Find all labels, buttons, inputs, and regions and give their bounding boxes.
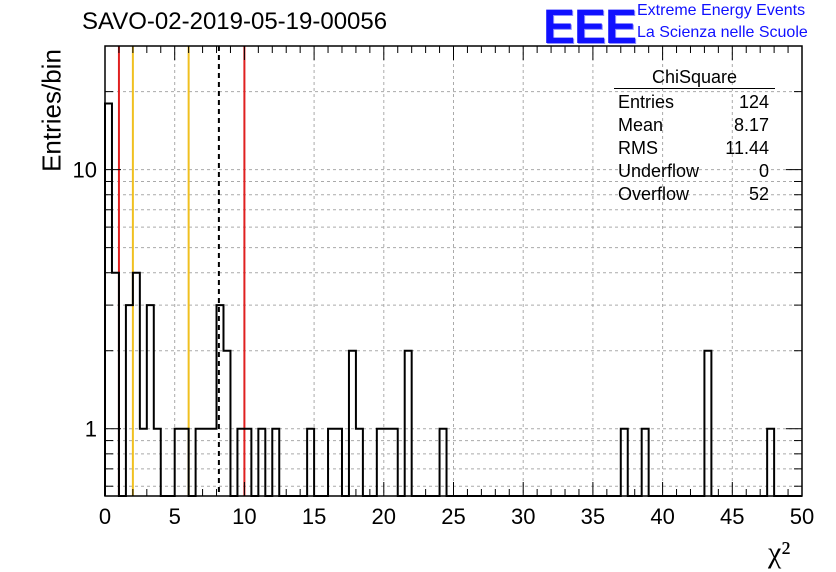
stats-row: Mean 8.17 xyxy=(612,114,777,137)
histogram-bin xyxy=(356,429,363,496)
y-tick-label: 10 xyxy=(73,158,97,183)
eee-logo-line2: La Scienza nelle Scuole xyxy=(637,24,808,41)
histogram-bin xyxy=(767,429,774,496)
histogram-bin xyxy=(391,429,398,496)
histogram-bin xyxy=(384,429,391,496)
x-tick-label: 10 xyxy=(232,504,256,529)
stats-value: 52 xyxy=(748,184,769,204)
histogram-bin xyxy=(105,103,112,496)
histogram-bin xyxy=(244,429,251,496)
axis-ticks xyxy=(104,45,803,496)
histogram-bin xyxy=(377,429,384,496)
stats-row: Underflow 0 xyxy=(612,160,777,183)
x-tick-label: 0 xyxy=(99,504,111,529)
histogram-bin xyxy=(196,429,203,496)
histogram-bin xyxy=(133,273,140,496)
histogram-bin xyxy=(258,429,265,496)
histogram-bin xyxy=(704,351,711,496)
x-tick-label: 35 xyxy=(581,504,605,529)
x-tick-label: 15 xyxy=(302,504,326,529)
eee-logo: EEE xyxy=(543,1,637,54)
eee-logo-line1: Extreme Energy Events xyxy=(637,2,806,19)
x-tick-label: 40 xyxy=(650,504,674,529)
histogram-bin xyxy=(175,429,182,496)
x-tick-label: 5 xyxy=(169,504,181,529)
histogram-bin xyxy=(349,351,356,496)
histogram-bin xyxy=(328,429,335,496)
x-axis-label: χ² xyxy=(768,536,791,569)
histogram-bin xyxy=(272,429,279,496)
stats-row: Entries 124 xyxy=(612,91,777,114)
grid xyxy=(105,45,802,496)
histogram-bin xyxy=(440,429,447,496)
histogram-bin xyxy=(335,429,342,496)
y-tick-label: 1 xyxy=(85,417,97,442)
histogram-bin xyxy=(621,429,628,496)
histogram-bin xyxy=(307,429,314,496)
stats-value: 11.44 xyxy=(725,138,769,158)
histogram-bin xyxy=(217,305,224,496)
stats-title: ChiSquare xyxy=(614,66,775,89)
histogram-bin xyxy=(237,429,244,496)
x-tick-label: 20 xyxy=(372,504,396,529)
stats-label: Mean xyxy=(618,115,664,135)
stats-value: 8.17 xyxy=(733,115,769,135)
histogram-bin xyxy=(147,305,154,496)
x-tick-label: 25 xyxy=(441,504,465,529)
stats-label: Overflow xyxy=(618,184,690,204)
stats-label: Entries xyxy=(618,92,675,112)
stats-row: Overflow 52 xyxy=(612,183,777,206)
stats-box: ChiSquare Entries 124 Mean 8.17 RMS 11.44 U… xyxy=(612,66,777,206)
histogram-bin xyxy=(223,351,230,496)
chart-title: SAVO-02-2019-05-19-00056 xyxy=(82,8,388,35)
histogram-bin xyxy=(642,429,649,496)
histogram-bin xyxy=(210,429,217,496)
histogram-bin xyxy=(126,305,133,496)
y-axis-label: Entries/bin xyxy=(36,49,67,172)
histogram-bin xyxy=(112,273,119,496)
histogram-bin xyxy=(405,351,412,496)
stats-label: Underflow xyxy=(618,161,700,181)
histogram-bin xyxy=(203,429,210,496)
axis-tick-labels: 0 5 10 15 20 25 30 35 40 45 50 1 10 xyxy=(73,158,815,529)
stats-row: RMS 11.44 xyxy=(612,137,777,160)
stats-value: 124 xyxy=(738,92,769,112)
stats-value: 0 xyxy=(758,161,769,181)
histogram-bin xyxy=(140,429,147,496)
x-tick-label: 45 xyxy=(720,504,744,529)
x-tick-label: 50 xyxy=(790,504,814,529)
histogram-bin xyxy=(182,429,189,496)
x-tick-label: 30 xyxy=(511,504,535,529)
histogram-bin xyxy=(154,429,161,496)
stats-label: RMS xyxy=(618,138,658,158)
